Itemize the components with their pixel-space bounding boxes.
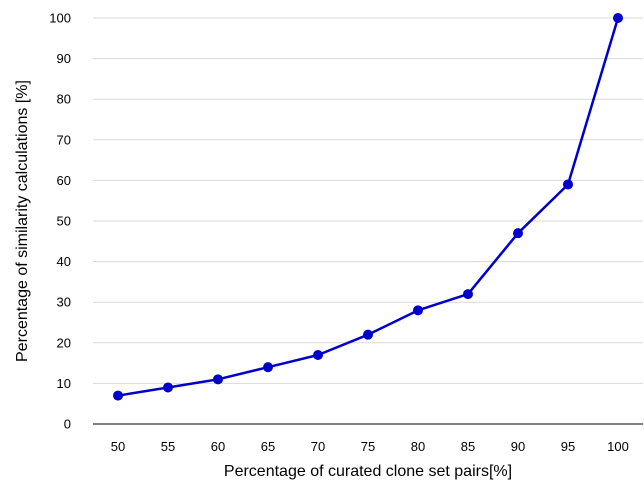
y-tick-label: 20	[57, 335, 71, 350]
y-axis-ticks: 0 10 20 30 40 50 60 70 80 90 100	[49, 11, 71, 432]
x-axis-ticks: 50 55 60 65 70 75 80 85 90 95 100	[111, 439, 629, 454]
x-tick-label: 75	[361, 439, 375, 454]
y-tick-label: 0	[64, 417, 71, 432]
y-tick-label: 100	[49, 11, 71, 26]
data-point-85	[463, 289, 473, 300]
y-tick-label: 90	[57, 51, 71, 66]
y-tick-label: 10	[57, 376, 71, 391]
data-point-60	[213, 374, 223, 385]
x-tick-label: 60	[211, 439, 225, 454]
x-tick-label: 55	[161, 439, 175, 454]
series-group	[113, 13, 623, 401]
x-tick-label: 50	[111, 439, 125, 454]
x-tick-label: 85	[461, 439, 475, 454]
data-point-70	[313, 349, 323, 360]
x-tick-label: 95	[561, 439, 575, 454]
y-tick-label: 80	[57, 92, 71, 107]
data-point-80	[413, 305, 423, 316]
x-axis-title: Percentage of curated clone set pairs[%]	[224, 463, 512, 480]
x-tick-label: 70	[311, 439, 325, 454]
gridlines	[93, 17, 643, 384]
y-tick-label: 40	[57, 254, 71, 269]
y-tick-label: 60	[57, 173, 71, 188]
y-tick-label: 30	[57, 295, 71, 310]
data-point-55	[163, 382, 173, 393]
data-point-90	[513, 228, 523, 239]
data-point-100	[613, 13, 623, 23]
x-tick-label: 90	[511, 439, 525, 454]
x-tick-label: 80	[411, 439, 425, 454]
data-point-50	[113, 390, 123, 401]
x-tick-label: 65	[261, 439, 275, 454]
y-tick-label: 50	[57, 214, 71, 229]
data-point-65	[263, 362, 273, 373]
x-tick-label: 100	[607, 439, 629, 454]
data-point-95	[563, 179, 573, 190]
data-point-75	[363, 329, 373, 340]
y-axis-title: Percentage of similarity calculations [%…	[14, 80, 31, 362]
y-tick-label: 70	[57, 132, 71, 147]
